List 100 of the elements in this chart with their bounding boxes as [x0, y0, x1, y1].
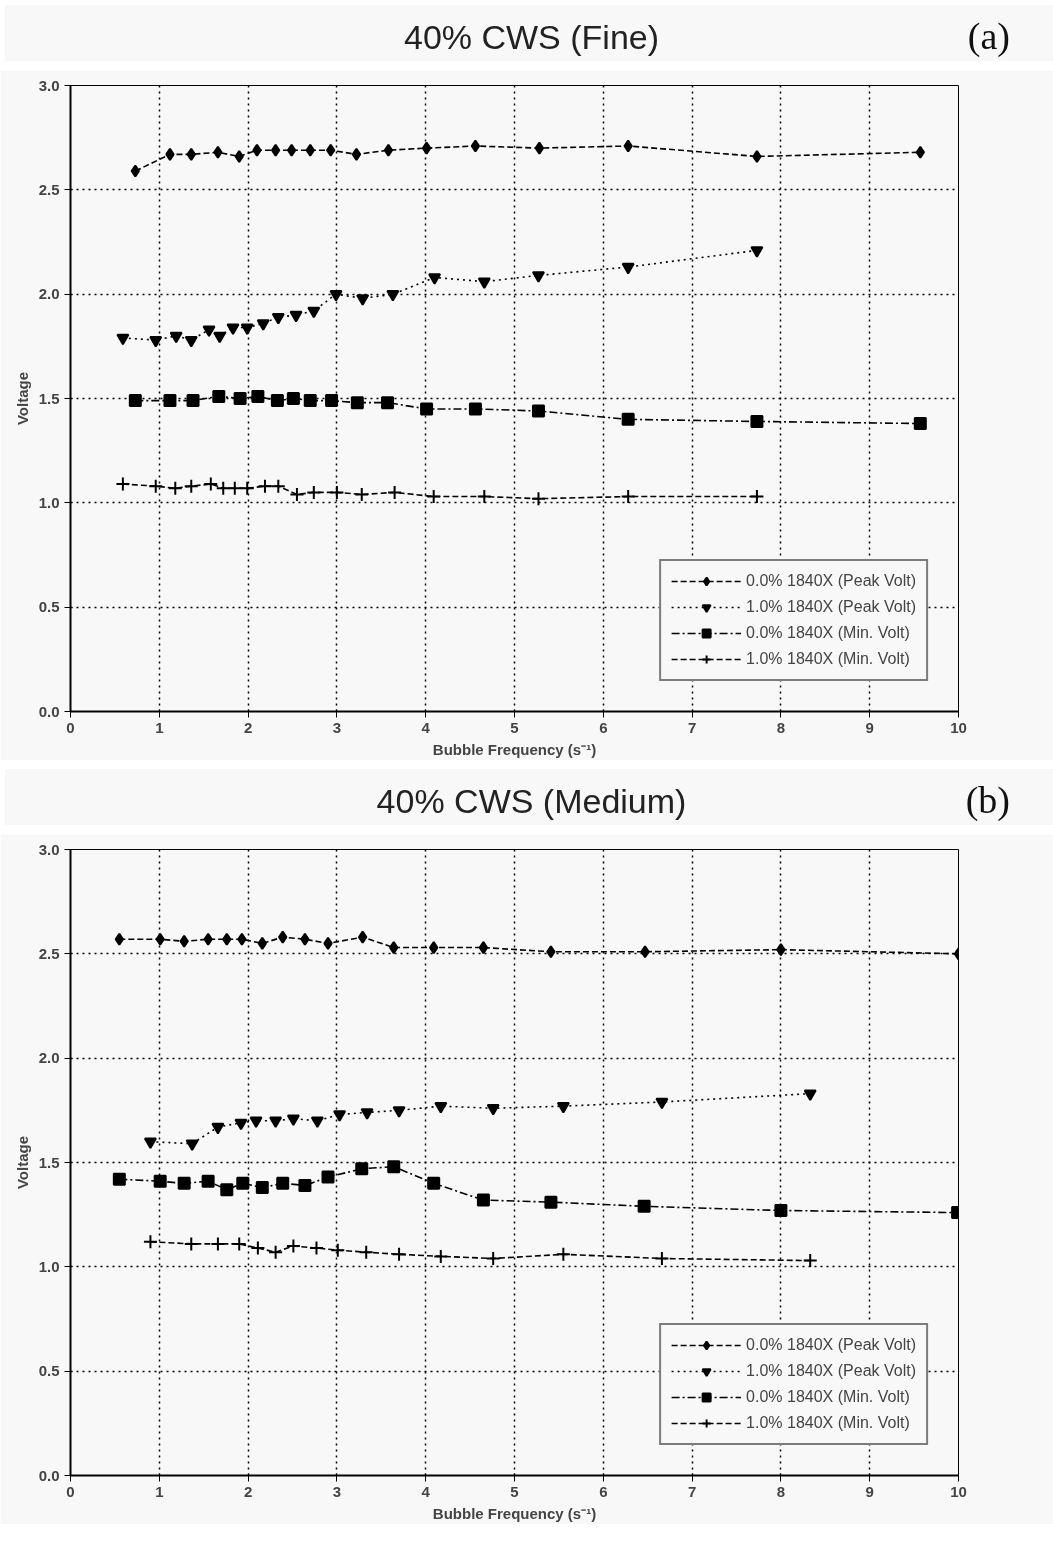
- point: [286, 392, 300, 405]
- chart-title: 40% CWS (Medium): [376, 782, 687, 820]
- point: [276, 1176, 290, 1190]
- point: [212, 389, 226, 403]
- point: [325, 394, 339, 408]
- point: [298, 1178, 312, 1192]
- x-tick-label: 10: [950, 718, 967, 736]
- point: [621, 412, 635, 426]
- point: [534, 141, 545, 155]
- x-tick-label: 2: [243, 1482, 253, 1500]
- point: [257, 936, 267, 950]
- point: [210, 1236, 226, 1252]
- point: [389, 941, 399, 955]
- x-tick-label: 8: [776, 1482, 786, 1500]
- x-tick-label: 0: [66, 1482, 75, 1500]
- point: [544, 1195, 558, 1209]
- point: [546, 945, 556, 959]
- point: [752, 149, 762, 163]
- point: [257, 478, 273, 494]
- point: [620, 489, 636, 505]
- point: [433, 1248, 449, 1264]
- x-tick-label: 1: [155, 1482, 164, 1500]
- point: [114, 932, 125, 946]
- point: [750, 414, 764, 428]
- point: [310, 1116, 324, 1129]
- point: [183, 1236, 199, 1252]
- x-tick-label: 6: [599, 718, 608, 736]
- point: [803, 1089, 817, 1101]
- y-tick-label: 1.5: [38, 1153, 60, 1171]
- point: [326, 143, 336, 157]
- y-tick-label: 2.5: [38, 180, 60, 198]
- point: [750, 246, 764, 258]
- point: [303, 394, 317, 408]
- point: [233, 392, 247, 405]
- point: [202, 325, 216, 337]
- point: [749, 489, 765, 505]
- point: [177, 1176, 191, 1190]
- point: [323, 936, 333, 950]
- y-axis-title: Voltage: [13, 1135, 31, 1190]
- point: [386, 289, 400, 302]
- point: [268, 1244, 284, 1260]
- point: [179, 934, 189, 948]
- point: [215, 480, 231, 496]
- y-tick-label: 0.0: [38, 702, 60, 720]
- point: [354, 486, 370, 502]
- point: [203, 932, 213, 946]
- y-tick-label: 1.0: [38, 493, 60, 511]
- point: [355, 1162, 369, 1176]
- x-tick-label: 0: [66, 718, 75, 736]
- point: [308, 1240, 324, 1256]
- point: [240, 323, 254, 335]
- point: [427, 1176, 441, 1190]
- point: [130, 164, 140, 178]
- point: [470, 139, 481, 153]
- y-tick-label: 1.5: [38, 389, 60, 407]
- legend-label: 0.0% 1840X (Peak Volt): [746, 572, 916, 590]
- point: [270, 394, 284, 408]
- chart-title: 40% CWS (Fine): [403, 18, 660, 56]
- point: [213, 145, 223, 159]
- point: [211, 1122, 225, 1135]
- point: [915, 145, 925, 159]
- point: [186, 394, 200, 408]
- y-tick-label: 2.0: [38, 285, 60, 303]
- point: [556, 1101, 570, 1114]
- point: [185, 1139, 199, 1152]
- point: [116, 333, 130, 346]
- point: [434, 1101, 448, 1114]
- point: [256, 319, 270, 331]
- x-axis-title: Bubble Frequency (s⁻¹): [432, 740, 597, 758]
- point: [486, 1104, 500, 1116]
- point: [203, 476, 219, 492]
- point: [468, 402, 482, 416]
- point: [428, 273, 442, 285]
- point: [183, 478, 199, 494]
- y-tick-label: 0.0: [38, 1466, 60, 1484]
- point: [913, 417, 927, 431]
- point: [623, 139, 633, 153]
- x-tick-label: 3: [332, 1482, 342, 1500]
- x-tick-label: 10: [950, 1482, 967, 1500]
- point: [358, 1244, 374, 1260]
- legend-label: 1.0% 1840X (Min. Volt): [746, 1414, 910, 1432]
- x-tick-label: 9: [865, 1482, 874, 1500]
- point: [776, 943, 786, 957]
- point: [476, 1193, 490, 1207]
- y-tick-label: 1.0: [38, 1257, 60, 1275]
- point: [252, 143, 262, 157]
- point: [163, 394, 177, 408]
- point: [381, 396, 395, 410]
- text: (b): [965, 778, 1010, 823]
- point: [278, 930, 288, 944]
- point: [350, 396, 364, 410]
- point: [307, 306, 321, 319]
- y-tick-label: 2.0: [38, 1049, 60, 1067]
- point: [153, 1174, 167, 1188]
- point: [289, 310, 303, 323]
- x-tick-label: 3: [332, 718, 342, 736]
- point: [128, 394, 142, 408]
- point: [429, 941, 439, 955]
- point: [220, 1183, 234, 1197]
- point: [250, 1240, 266, 1256]
